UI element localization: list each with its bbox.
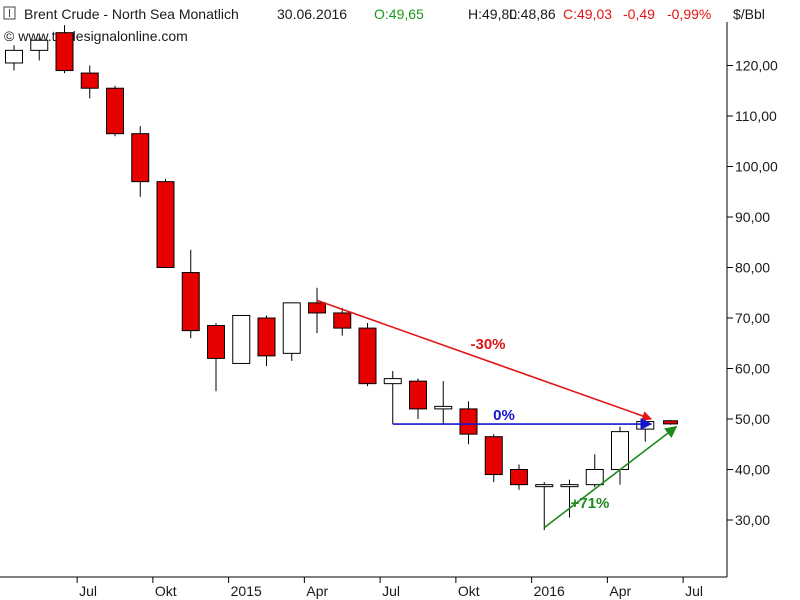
candle	[459, 401, 478, 445]
candle	[106, 85, 124, 137]
x-tick-label: Okt	[458, 583, 480, 599]
x-tick-label: Jul	[685, 583, 703, 599]
candle-body	[257, 317, 276, 357]
trend-arrow: +71%	[543, 425, 678, 529]
trend-arrow: -30%	[316, 299, 653, 421]
trend-arrow-line	[543, 425, 678, 529]
candle-body	[383, 378, 402, 385]
candle	[484, 434, 503, 483]
unit-label: $/Bbl	[733, 6, 765, 22]
candle	[181, 249, 200, 339]
candle	[358, 323, 377, 387]
candles	[5, 25, 678, 531]
candle	[207, 323, 225, 392]
x-axis: Jul Okt 2015 Apr Jul Okt 2016 Apr Jul	[76, 577, 703, 599]
header-line: Brent Crude - North Sea Monatlich 30.06.…	[24, 6, 711, 22]
candle-body	[409, 380, 427, 410]
y-axis: 30,00 40,00 50,00 60,00 70,00 80,00 90,00 100,0…	[727, 58, 778, 528]
y-tick-label: 120,00	[735, 58, 778, 74]
candle-body	[30, 39, 49, 51]
candle	[55, 25, 74, 74]
candle	[257, 315, 276, 366]
trend-arrow-line	[316, 299, 653, 421]
trend-arrow-label: -30%	[470, 336, 505, 353]
candle-body	[459, 408, 478, 435]
y-tick-label: 80,00	[735, 260, 770, 276]
x-tick-label: Apr	[306, 583, 328, 599]
candle-body	[156, 181, 175, 268]
candle	[5, 45, 23, 71]
x-tick-label: Jul	[79, 583, 97, 599]
trend-annotations: -30% 0% +71%	[316, 299, 678, 529]
candle	[636, 419, 655, 442]
y-tick-label: 70,00	[735, 310, 770, 326]
y-tick-label: 60,00	[735, 361, 770, 377]
candle-body	[106, 87, 124, 135]
candle-body	[358, 327, 377, 385]
candle-body	[484, 436, 503, 476]
candle-body	[131, 133, 150, 183]
header-change: -0,49	[623, 6, 655, 22]
candle-body	[535, 484, 554, 488]
x-tick-label: 2015	[231, 583, 262, 599]
y-tick-label: 40,00	[735, 462, 770, 478]
candle-body	[80, 72, 99, 89]
candle	[282, 302, 301, 361]
candle-body	[55, 32, 74, 72]
x-tick-label: Apr	[609, 583, 631, 599]
candle	[80, 65, 99, 99]
candle	[308, 287, 326, 334]
x-tick-label: Okt	[155, 583, 177, 599]
candle-body	[282, 302, 301, 354]
y-tick-label: 100,00	[735, 159, 778, 175]
trend-arrow-label: 0%	[493, 407, 515, 424]
candle	[156, 179, 175, 268]
y-tick-label: 110,00	[735, 108, 777, 124]
candle	[131, 126, 150, 197]
candle	[30, 37, 49, 61]
candle-body	[207, 325, 225, 359]
x-tick-label: 2016	[534, 583, 565, 599]
header-date: 30.06.2016	[277, 6, 347, 22]
candle-body	[585, 469, 604, 486]
candle-body	[560, 484, 579, 488]
header-close: C:49,03	[563, 6, 612, 22]
candle	[409, 378, 427, 419]
x-tick-label: Jul	[382, 583, 400, 599]
candle-body	[333, 312, 352, 329]
trend-arrow: 0%	[392, 407, 653, 431]
candle-body	[181, 272, 200, 332]
candle-body	[308, 302, 326, 314]
candle	[434, 381, 453, 425]
y-tick-label: 30,00	[735, 512, 770, 528]
candle-body	[611, 431, 629, 470]
header-open: O:49,65	[374, 6, 424, 22]
candle-body	[510, 469, 528, 486]
candle	[585, 454, 604, 488]
candle-body	[232, 314, 251, 364]
y-tick-label: 50,00	[735, 411, 770, 427]
candle-body	[434, 405, 453, 410]
header-change-pct: -0,99%	[667, 6, 711, 22]
candle	[560, 479, 579, 518]
header-low: L:48,86	[509, 6, 556, 22]
header-high: H:49,80	[468, 6, 517, 22]
candle-body	[636, 421, 655, 430]
candle	[663, 420, 678, 425]
candle	[535, 482, 554, 531]
instrument-name: Brent Crude - North Sea Monatlich	[24, 6, 239, 22]
y-tick-label: 90,00	[735, 209, 770, 225]
candle-body	[663, 420, 678, 425]
chart-header: Brent Crude - North Sea Monatlich 30.06.…	[3, 6, 765, 44]
copyright-text: © www.tradesignalonline.com	[4, 28, 188, 44]
candle	[383, 371, 402, 425]
trend-arrow-label: +71%	[571, 495, 610, 512]
candle	[510, 464, 528, 490]
candle	[232, 314, 251, 364]
candle	[333, 307, 352, 336]
candle	[611, 426, 629, 485]
candle-body	[5, 49, 23, 64]
